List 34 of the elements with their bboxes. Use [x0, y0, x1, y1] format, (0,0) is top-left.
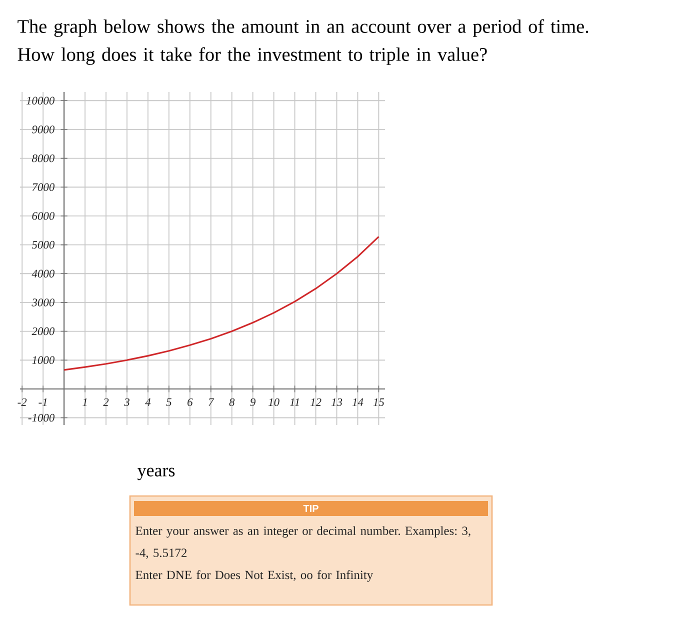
x-tick-label: 9: [250, 398, 256, 406]
x-tick-label: 13: [331, 398, 342, 406]
x-tick-label: -1: [38, 398, 47, 406]
x-tick-label: 4: [145, 398, 151, 406]
y-tick-label: 1000: [32, 356, 55, 364]
y-tick-label: -1000: [28, 414, 55, 422]
x-tick-label: 6: [188, 398, 193, 406]
y-tick-label: 4000: [32, 270, 55, 278]
y-tick-label: 8000: [32, 154, 55, 162]
text: Enter DNE for Does Not Exist, oo for Infinity: [136, 570, 374, 582]
y-tick-label: 7000: [32, 183, 55, 191]
y-tick-label: 6000: [32, 212, 55, 220]
text: TIP: [303, 505, 318, 512]
x-tick-label: 14: [352, 398, 364, 406]
text: years: [138, 468, 175, 480]
x-tick-label: 3: [124, 398, 130, 406]
text: Enter your answer as an integer or decimal number. Examples: 3, -4, 5.5172: [136, 526, 470, 559]
x-tick-label: 12: [310, 398, 322, 406]
x-tick-label: 8: [229, 398, 235, 406]
x-tick-label: 1: [82, 398, 87, 406]
y-tick-label: 5000: [32, 240, 55, 249]
x-tick-label: 15: [373, 398, 384, 406]
x-tick-label: 11: [290, 398, 299, 406]
y-tick-label: 9000: [32, 126, 55, 134]
x-tick-label: 10: [268, 398, 280, 406]
y-tick-label: 10000: [26, 96, 55, 104]
y-tick-label: 2000: [32, 327, 55, 336]
x-tick-label: 5: [166, 398, 172, 406]
y-tick-label: 3000: [32, 298, 55, 306]
x-tick-label: 7: [208, 398, 214, 406]
x-tick-label: -2: [18, 398, 27, 406]
line-series: [63, 236, 380, 371]
chart-title: The graph below shows the amount in an account over a period of time. How long does it take for the investment to triple in value?: [18, 19, 588, 65]
x-tick-label: 2: [103, 398, 109, 406]
